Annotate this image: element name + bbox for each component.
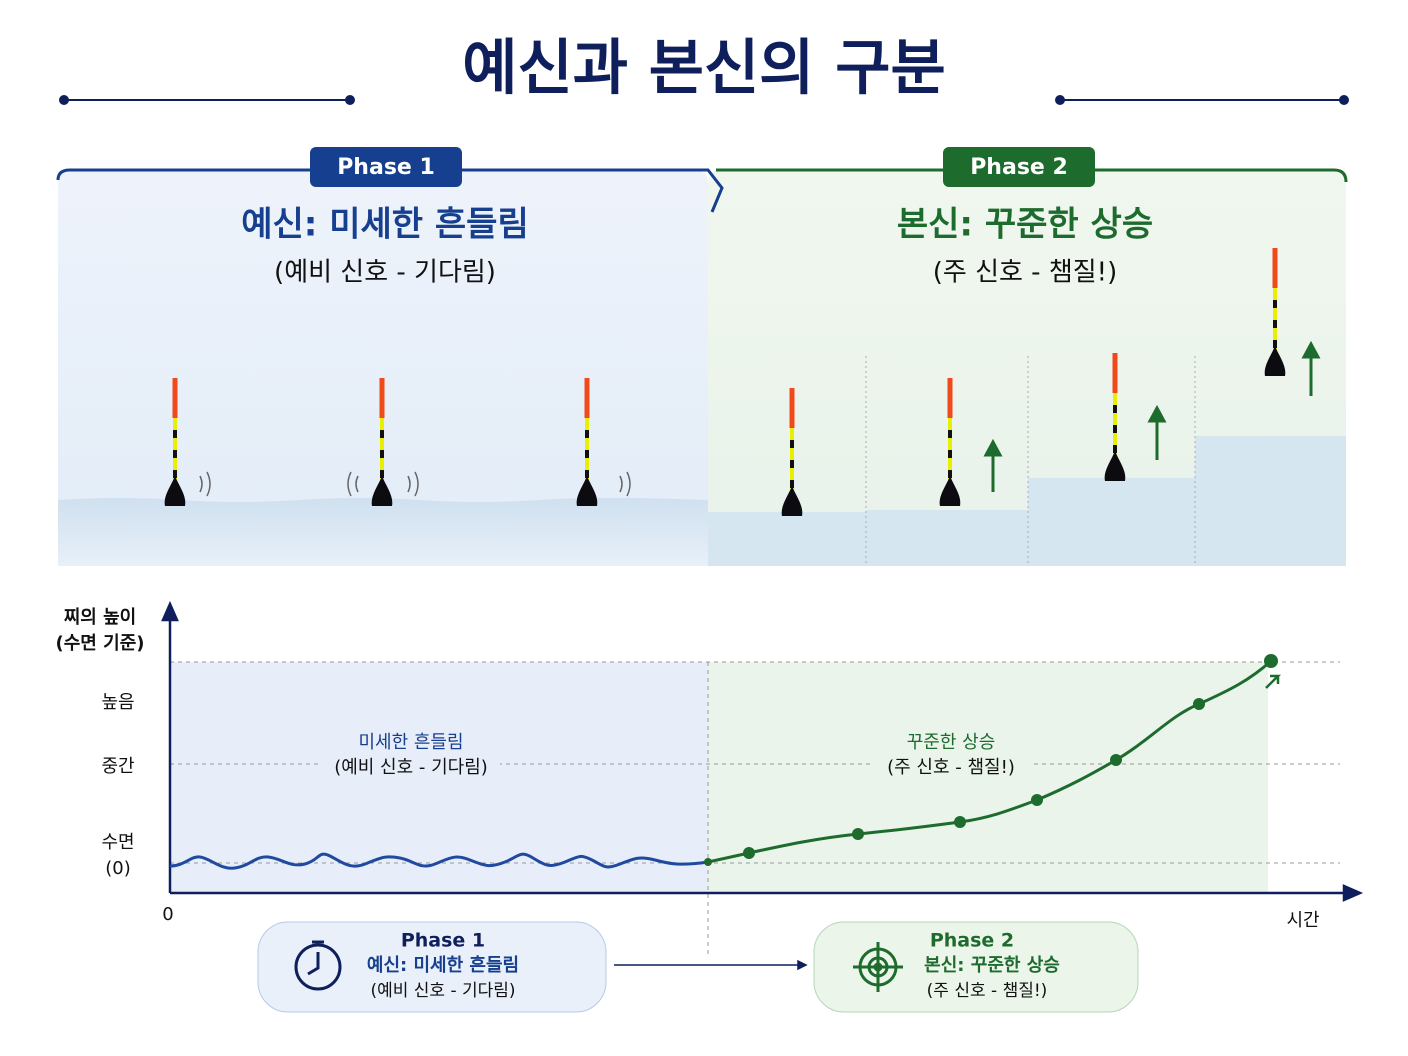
card xyxy=(257,921,607,1013)
origin-label: 0 xyxy=(162,904,173,925)
card-heading: 본신: 꾸준한 상승 xyxy=(924,955,1060,976)
y-label: 수면 xyxy=(101,832,134,853)
subtitle: (주 신호 - 챔질!) xyxy=(933,258,1118,288)
axis xyxy=(161,600,1364,902)
divider xyxy=(865,356,1196,566)
heading: 예신: 미세한 흔들림 xyxy=(241,205,529,245)
clock-icon xyxy=(294,940,342,991)
badge-text: Phase 1 xyxy=(337,155,435,180)
region-label: 꾸준한 상승 xyxy=(907,732,996,753)
y-label: 중간 xyxy=(101,756,134,777)
y-label: 높음 xyxy=(101,692,134,713)
region-label: (예비 신호 - 기다림) xyxy=(334,757,488,778)
heading: 본신: 꾸준한 상승 xyxy=(897,205,1153,245)
target-icon xyxy=(853,942,903,992)
title-rules xyxy=(59,95,1349,105)
phase2-badge xyxy=(943,147,1095,187)
phase1-panel xyxy=(58,170,708,566)
card-subtitle: (예비 신호 - 기다림) xyxy=(370,981,515,1001)
region-label: 미세한 흔들림 xyxy=(358,732,463,753)
phase1-badge xyxy=(310,147,462,187)
title: 예신과 본신의 구분 xyxy=(462,34,945,104)
label-bg xyxy=(870,730,1032,782)
card xyxy=(813,921,1139,1013)
phase2-panel xyxy=(708,170,1346,566)
badge-text: Phase 2 xyxy=(970,155,1068,180)
y-label: (0) xyxy=(105,858,131,879)
card-subtitle: (주 신호 - 챔질!) xyxy=(927,981,1048,1001)
rise-arrow xyxy=(983,340,1321,492)
card-heading: 예신: 미세한 흔들림 xyxy=(367,954,519,976)
water xyxy=(58,498,708,566)
wobble-line xyxy=(169,852,709,870)
card-phase: Phase 2 xyxy=(930,930,1014,952)
y-axis-title: 찌의 높이 xyxy=(64,607,137,628)
label-bg xyxy=(320,730,500,782)
phase1-border xyxy=(56,168,724,213)
subtitle: (예비 신호 - 기다림) xyxy=(274,258,496,288)
flow-arrow xyxy=(614,959,808,971)
vibration xyxy=(199,471,631,497)
y-axis-title: (수면 기준) xyxy=(56,633,145,654)
water xyxy=(708,436,1346,566)
card-phase: Phase 1 xyxy=(401,930,485,952)
region-label: (주 신호 - 챔질!) xyxy=(887,757,1015,778)
rise-point xyxy=(704,654,1282,866)
x-axis-title: 시간 xyxy=(1286,910,1319,931)
phase2-border xyxy=(716,168,1348,183)
